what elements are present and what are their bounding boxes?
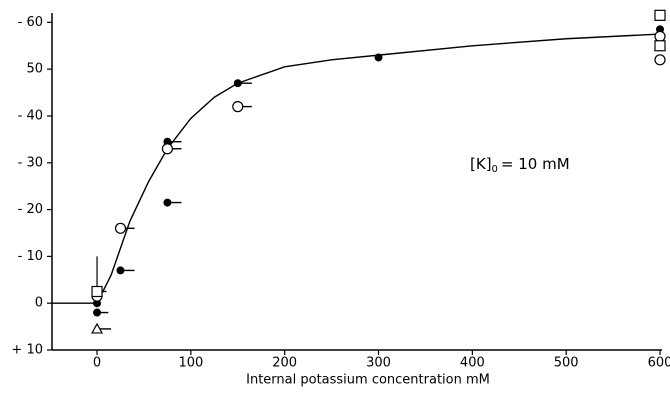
filled-circle-point (116, 266, 125, 275)
filled-circle-point (374, 53, 383, 62)
y-tick-label: - 10 (18, 249, 43, 264)
triangle-point (91, 322, 104, 334)
open-circle-point (654, 30, 666, 43)
y-tick-label: 50 (26, 62, 43, 77)
square-point (654, 9, 666, 21)
x-tick-label: 200 (272, 356, 297, 371)
x-tick-label: 300 (366, 356, 391, 371)
filled-circle-point (233, 79, 242, 88)
y-tick-label: - 30 (18, 155, 43, 170)
x-axis-label: Internal potassium concentration mM (246, 373, 490, 388)
filled-circle-point (163, 198, 172, 207)
y-tick-label: - 20 (18, 202, 43, 217)
y-tick-label: - 60 (18, 15, 43, 30)
open-circle-point (114, 222, 127, 234)
square-point (654, 40, 666, 52)
fit-curve (52, 33, 661, 304)
x-tick-label: 400 (460, 356, 485, 371)
y-tick-label: + 10 (11, 343, 43, 358)
annotation-rest: = 10 mM (501, 155, 570, 173)
annotation-sub: 0 (492, 164, 498, 175)
y-tick-label: - 40 (18, 108, 43, 123)
x-tick-label: 100 (178, 356, 203, 371)
open-circle-point (654, 54, 666, 66)
x-tick-label: 600 (648, 356, 670, 371)
open-circle-point (161, 143, 174, 155)
open-circle-point (232, 101, 244, 113)
y-tick-label: 0 (35, 296, 43, 311)
filled-circle-point (93, 308, 102, 317)
x-tick-label: 500 (554, 356, 579, 371)
square-point (91, 285, 103, 298)
x-tick-label: 0 (93, 356, 101, 371)
annotation: [K]0 = 10 mM (470, 155, 570, 176)
annotation-text: [K] (470, 155, 492, 173)
